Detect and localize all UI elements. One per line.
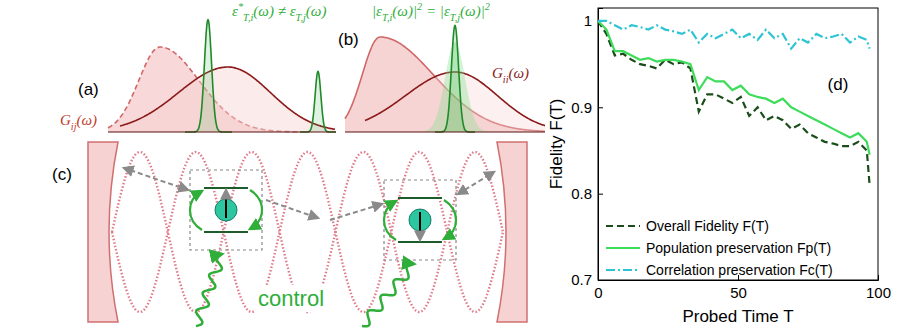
chart-d: 0 50 100 0.7 0.8 0.9 1 Probed Time T Fidelity F(… [547, 8, 891, 326]
coupling-arrow [266, 200, 318, 218]
series-line [598, 21, 870, 49]
atom [190, 170, 262, 250]
pulse-a1-fill [185, 19, 232, 132]
y-axis-line [599, 9, 604, 281]
y-tick-label: 0.7 [571, 271, 592, 288]
pulse-a2-edge [300, 71, 336, 132]
atom-box [384, 180, 456, 260]
standing-wave [112, 152, 503, 312]
panel-label: (b) [338, 30, 359, 49]
spin-arrow [419, 212, 421, 240]
x-tick [878, 275, 879, 280]
atom [384, 180, 456, 260]
atom-box [190, 170, 262, 250]
y-tick [598, 280, 603, 281]
series-line [598, 21, 870, 185]
transition-arrow [384, 201, 396, 240]
legend-label: Population preservation Fp(T) [646, 240, 831, 256]
pulse-label-part: (ω) ≠ ε [253, 3, 295, 20]
pulse-a1-edge [185, 19, 232, 132]
pulse-label-part: (ω)| [392, 3, 417, 20]
plot-frame [598, 8, 878, 280]
pulse-label-part: |ε [372, 3, 382, 19]
spectrum-a2-edge [120, 67, 335, 129]
pulse-b-fill [435, 25, 475, 132]
series-line [598, 21, 870, 155]
panel-label: (a) [78, 80, 99, 99]
pulse-label-part: = |ε [422, 3, 450, 19]
mirror-left [88, 142, 118, 322]
spectrum-label-part: G [492, 65, 503, 81]
standing-wave [112, 152, 503, 312]
transition-arrow [190, 191, 202, 230]
pulse-label-part: T,j [296, 12, 306, 23]
coupling-arrow [458, 172, 494, 194]
pulse-label-part: T,i [243, 12, 253, 23]
spectrum-label-part: G [60, 112, 71, 128]
schematic: (a)ε*T,i(ω) ≠ εT,j(ω)Gij(ω)(b)|εT,i(ω)|2… [52, 1, 545, 327]
y-tick-label: 0.9 [571, 99, 592, 116]
legend: Overall Fidelity F(T) Population preserva… [606, 218, 833, 278]
pulse-label-part: (ω)| [460, 3, 485, 20]
spectrum-label: Gii(ω) [492, 65, 529, 85]
spectrum-label-part: (ω) [77, 112, 98, 129]
spectrum-label: Gij(ω) [60, 112, 97, 132]
pulse-a2-fill [300, 71, 336, 132]
pulse-label-part: T,j [450, 12, 460, 23]
legend-swatch [606, 247, 640, 249]
panel-label: (c) [52, 165, 72, 184]
energy-level [204, 187, 248, 189]
spectrum-b1-edge [345, 37, 545, 131]
baseline [108, 131, 336, 132]
figure: (a)ε*T,i(ω) ≠ εT,j(ω)Gij(ω)(b)|εT,i(ω)|2… [0, 0, 903, 329]
transition-arrow [250, 190, 262, 229]
pulse-label: ε*T,i(ω) ≠ εT,j(ω) [232, 1, 326, 23]
control-label: control [258, 286, 324, 311]
x-axis-title: Probed Time T [682, 307, 793, 326]
energy-level [398, 197, 442, 199]
x-tick-label: 0 [594, 284, 602, 301]
panel-c: control (c) [52, 142, 527, 326]
transition-arrow [444, 200, 456, 239]
pulse-label: |εT,i(ω)|2 = |εT,j(ω)|2 [372, 1, 490, 23]
coupling-arrow [124, 168, 188, 190]
control-field [362, 264, 414, 327]
legend-label: Correlation preservation Fc(T) [646, 262, 833, 278]
x-tick-label: 50 [730, 284, 747, 301]
y-tick [598, 194, 603, 195]
y-axis-title: Fidelity F(T) [547, 99, 566, 190]
pulse-label-part: * [238, 1, 244, 12]
energy-level [204, 231, 248, 233]
label-patch [255, 285, 327, 312]
pulse-b-edge [435, 25, 475, 132]
plot-lines [598, 21, 870, 185]
panel-b: (b)|εT,i(ω)|2 = |εT,j(ω)|2Gii(ω) [338, 1, 545, 132]
y-tick [598, 107, 603, 108]
spectrum-a2-fill [120, 67, 335, 132]
spin-arrow [225, 190, 227, 218]
pulse-label-part: 2 [485, 1, 490, 12]
panel-a: (a)ε*T,i(ω) ≠ εT,j(ω)Gij(ω) [60, 1, 336, 132]
legend-label: Overall Fidelity F(T) [646, 218, 769, 234]
x-tick-label: 100 [866, 284, 891, 301]
coupling-arrow [330, 204, 382, 220]
energy-level [398, 241, 442, 243]
baseline [345, 131, 545, 132]
y-axis: 0.7 0.8 0.9 1 [571, 9, 603, 289]
pulse-label-part: (ω) [306, 3, 327, 20]
legend-swatch [606, 269, 640, 271]
pulse-label-part: T,i [382, 12, 392, 23]
legend-swatch [606, 225, 640, 227]
panel-label: (d) [828, 75, 849, 94]
mirror-right [497, 142, 527, 322]
control-field [196, 254, 222, 326]
spectrum-label-part: (ω) [509, 65, 530, 82]
spectrum-b1-fill [345, 37, 545, 132]
x-axis: 0 50 100 [594, 275, 891, 301]
y-tick-label: 0.8 [571, 185, 592, 202]
y-tick-label: 1 [584, 12, 592, 29]
